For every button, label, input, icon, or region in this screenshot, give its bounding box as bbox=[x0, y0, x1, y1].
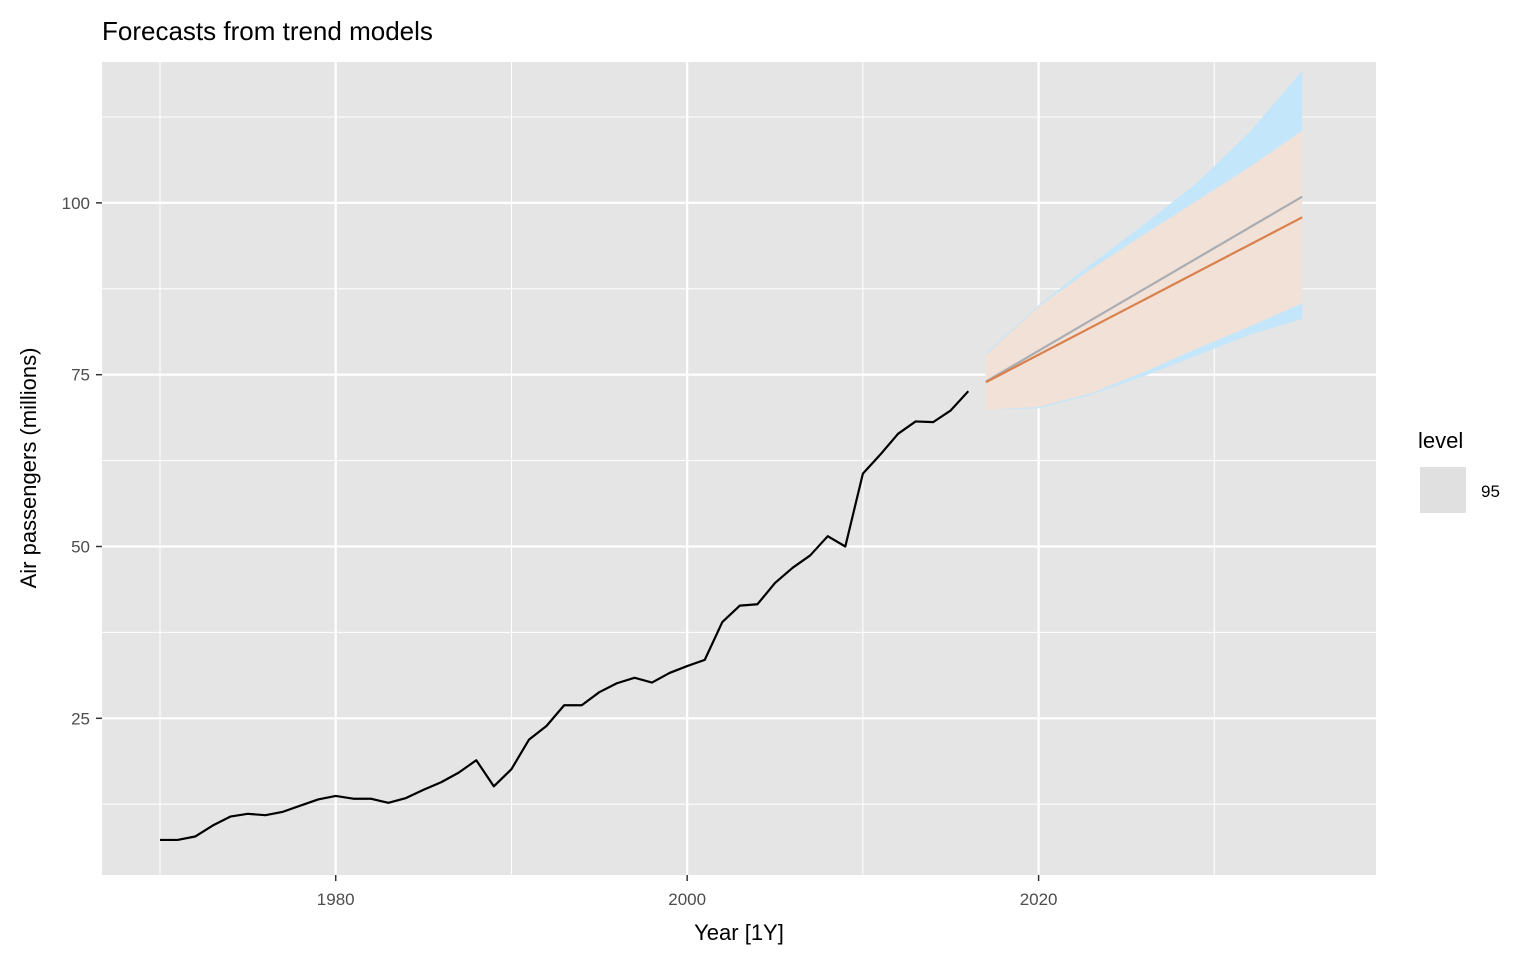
forecast-line-model-a bbox=[985, 216, 1303, 384]
chart-title: Forecasts from trend models bbox=[102, 16, 433, 46]
y-tick-label: 25 bbox=[71, 709, 90, 728]
y-axis: 25 50 75 100 bbox=[62, 194, 102, 728]
x-tick-label: 2020 bbox=[1020, 890, 1058, 909]
y-axis-title: Air passengers (millions) bbox=[16, 348, 41, 589]
y-tick-label: 100 bbox=[62, 194, 90, 213]
plot-panel bbox=[102, 62, 1376, 875]
history-line bbox=[159, 390, 970, 842]
y-tick-label: 50 bbox=[71, 538, 90, 557]
x-tick-label: 2000 bbox=[668, 890, 706, 909]
y-tick-label: 75 bbox=[71, 366, 90, 385]
legend: level 95 bbox=[1418, 428, 1500, 513]
grid-major bbox=[102, 62, 1376, 875]
legend-label-95: 95 bbox=[1481, 482, 1500, 501]
forecast-line-model-b bbox=[985, 195, 1303, 383]
legend-title: level bbox=[1418, 428, 1463, 453]
grid-minor bbox=[102, 62, 1376, 875]
x-tick-label: 1980 bbox=[317, 890, 355, 909]
forecast-lines bbox=[985, 195, 1303, 384]
legend-key-95 bbox=[1420, 467, 1466, 513]
x-axis: 1980 2000 2020 bbox=[317, 875, 1058, 909]
x-axis-title: Year [1Y] bbox=[694, 920, 784, 945]
history-series bbox=[159, 390, 970, 842]
